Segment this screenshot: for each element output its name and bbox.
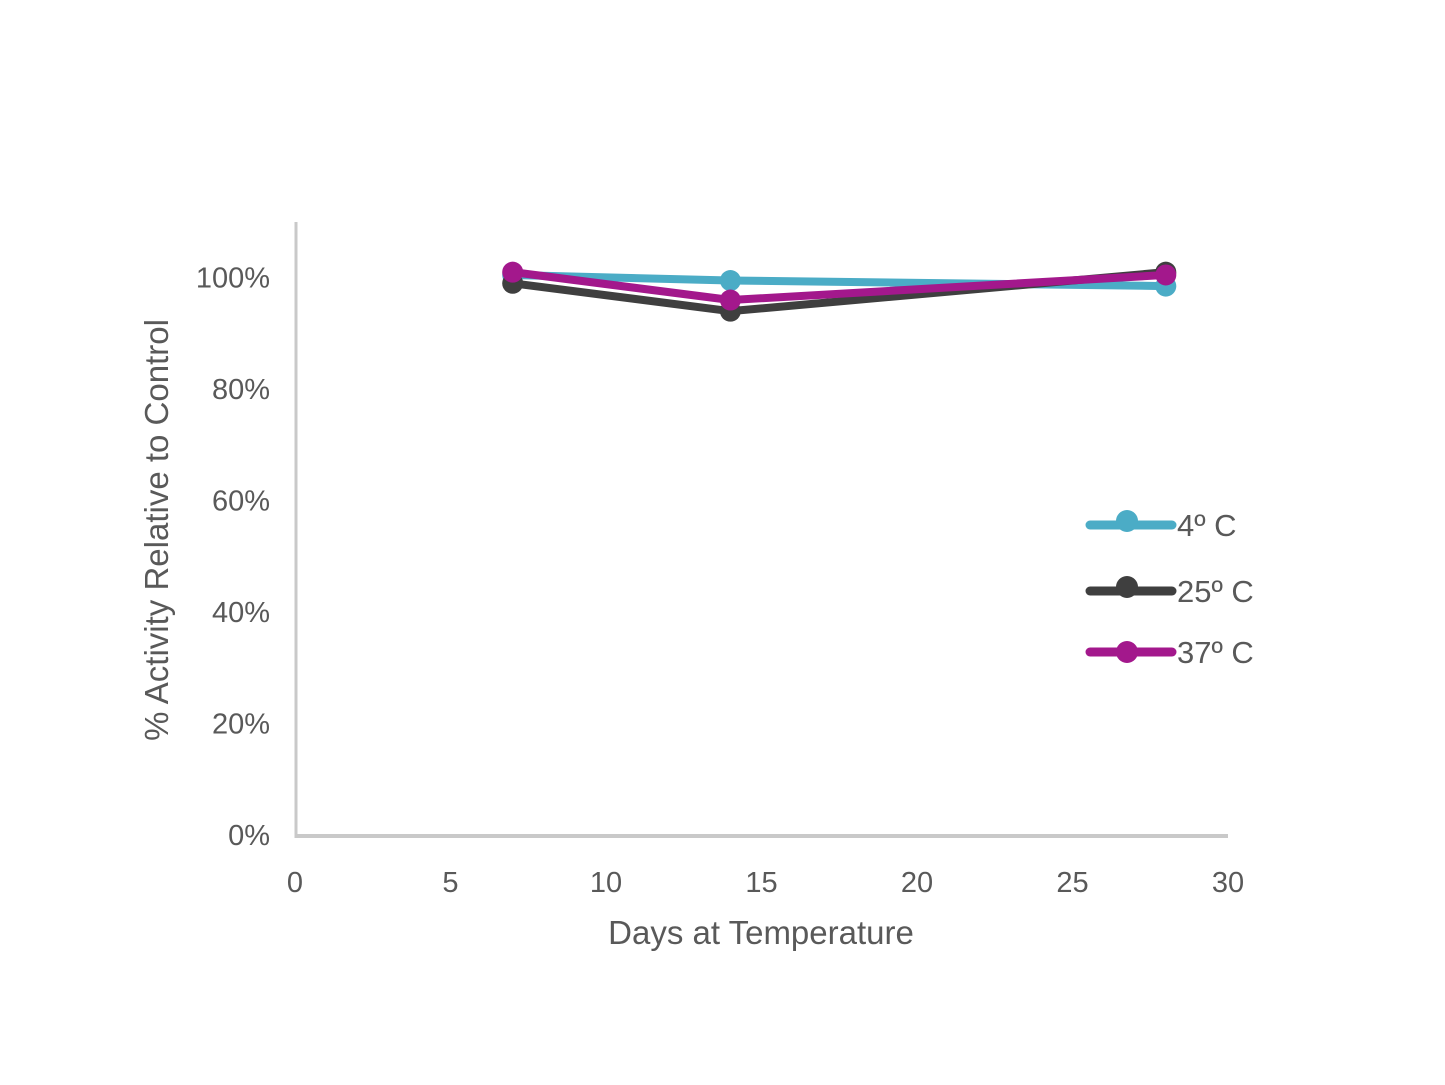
data-point-marker [1155,264,1177,286]
y-axis-title: % Activity Relative to Control [138,319,175,741]
x-tick-label: 25 [1056,867,1088,899]
legend-label: 25º C [1177,574,1254,609]
legend: 4º C 25º C 37º C [1085,508,1254,670]
y-tick-label: 40% [212,597,270,629]
data-point-marker [502,261,524,283]
x-tick-label: 15 [745,867,777,899]
y-axis-ticks: 0% 20% 40% 60% 80% 100% [196,263,270,852]
legend-marker-icon [1116,576,1138,598]
y-tick-label: 80% [212,374,270,406]
legend-item: 25º C [1085,574,1254,609]
y-tick-label: 100% [196,263,270,295]
y-tick-label: 60% [212,486,270,518]
data-point-marker [719,270,741,292]
data-point-marker [719,289,741,311]
x-tick-label: 30 [1212,867,1244,899]
x-axis-ticks: 0 5 10 15 20 25 30 [287,867,1244,899]
x-tick-label: 0 [287,867,303,899]
y-tick-label: 20% [212,709,270,741]
y-tick-label: 0% [228,820,270,852]
legend-label: 37º C [1177,635,1254,670]
x-tick-label: 20 [901,867,933,899]
legend-label: 4º C [1177,508,1237,543]
x-axis-title: Days at Temperature [608,914,914,951]
legend-item: 37º C [1085,635,1254,670]
x-tick-label: 5 [442,867,458,899]
x-tick-label: 10 [590,867,622,899]
series-group [502,261,1177,322]
legend-marker-icon [1116,641,1138,663]
legend-item: 4º C [1085,508,1237,543]
legend-marker-icon [1116,510,1138,532]
